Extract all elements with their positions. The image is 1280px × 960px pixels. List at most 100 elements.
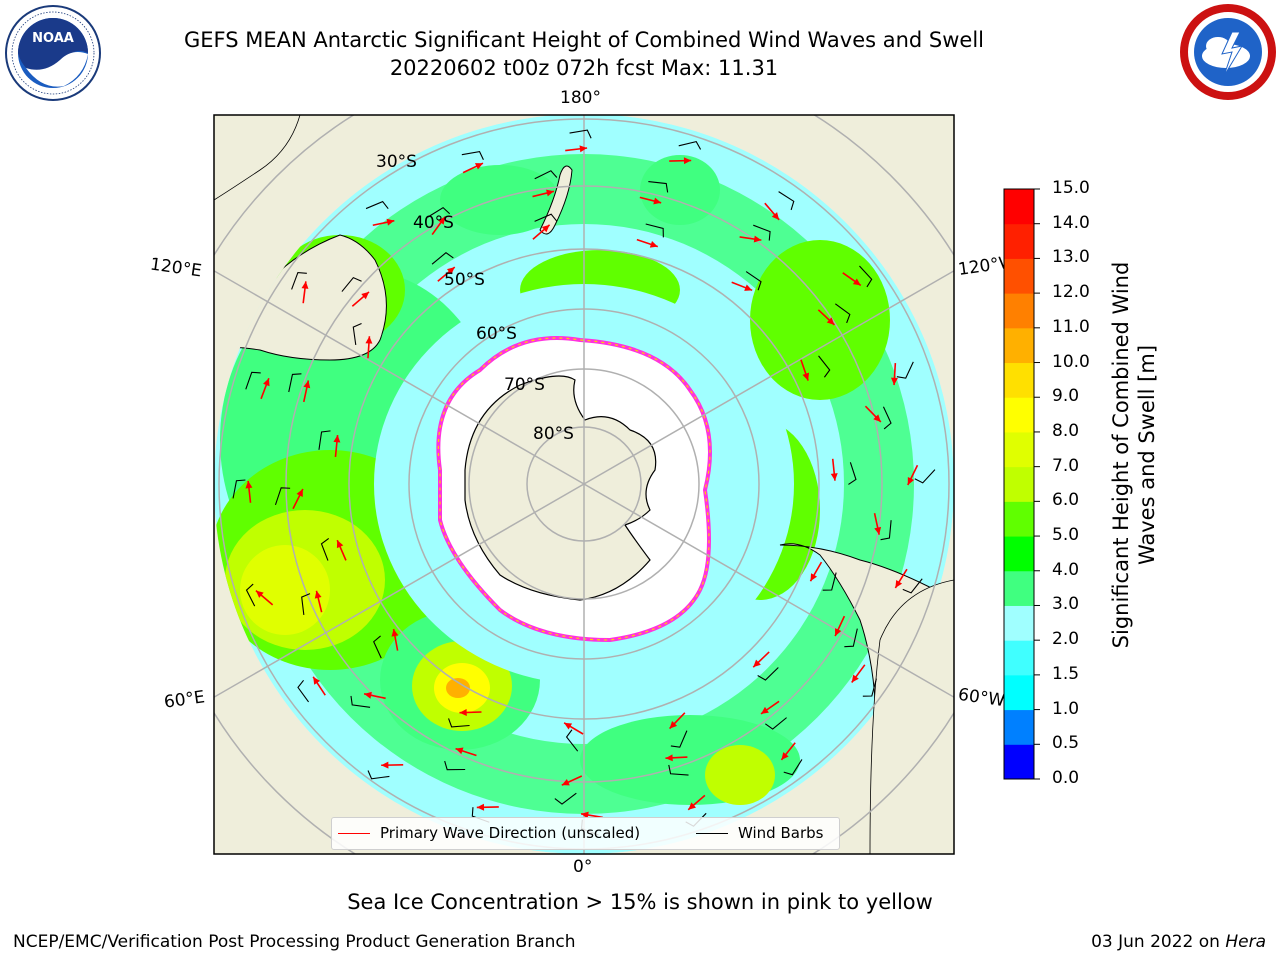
colorbar-segment [1004, 327, 1034, 364]
wind-barb [288, 373, 302, 393]
nws-logo [1180, 4, 1276, 100]
wind-barb [352, 323, 362, 346]
legend-wave-label: Primary Wave Direction (unscaled) [380, 824, 641, 842]
wave-arrow-head [391, 628, 399, 637]
wave-arrow-head [386, 218, 395, 226]
wind-barb [902, 578, 923, 594]
wind-barb [859, 265, 873, 288]
wave-arrow-head [303, 380, 311, 389]
footer-host: Hera [1225, 932, 1266, 952]
wind-barb [350, 695, 371, 708]
colorbar-segment [1004, 223, 1034, 259]
wind-barb [232, 479, 246, 499]
wave-arrow-head [852, 278, 861, 286]
wind-barb [753, 224, 771, 241]
wave-arrow-head [781, 752, 789, 760]
wind-barb [818, 355, 831, 378]
wave-arrow-head [669, 720, 678, 729]
wave-arrow-head [826, 317, 835, 325]
legend-item-wave: Primary Wave Direction (unscaled) [338, 824, 640, 842]
colorbar-segment [1004, 674, 1034, 711]
colorbar-frame [1003, 188, 1035, 780]
wave-arrow-head [688, 802, 696, 810]
wave-direction-arrows [245, 145, 919, 819]
footer-organization: NCEP/EMC/Verification Post Processing Pr… [13, 932, 576, 952]
wave-arrow-head [336, 540, 344, 549]
lat-label-60s: 60°S [476, 324, 517, 344]
wave-arrow-head [314, 590, 322, 599]
colorbar-tick-label: 1.5 [1052, 663, 1080, 684]
wave-arrow-head [579, 145, 588, 153]
colorbar-segment [1004, 640, 1034, 676]
lat-label-40s: 40°S [413, 213, 454, 233]
colorbar-segment [1004, 293, 1034, 329]
wave-arrow-head [581, 811, 589, 819]
wave-arrow-head [564, 722, 573, 730]
wave-arrow-head [255, 590, 264, 598]
lat-label-80s: 80°S [533, 424, 574, 444]
wave-arrow-head [851, 674, 859, 683]
wave-arrow-head [649, 241, 658, 248]
wave-arrow-head [446, 267, 455, 275]
wave-arrow-head [245, 480, 253, 489]
wind-barb [365, 200, 389, 210]
colorbar-tick-label: 0.5 [1052, 733, 1080, 754]
wave-arrow-head [744, 284, 753, 291]
wind-barb [670, 730, 688, 748]
lon-label-180: 180° [560, 88, 601, 108]
wind-barb [444, 760, 466, 771]
wave-arrow-head [474, 163, 483, 170]
wave-arrow-head [364, 691, 372, 699]
wind-barb [678, 140, 702, 150]
wave-arrow-head [365, 336, 373, 344]
wave-arrow-head [301, 281, 309, 289]
wind-barb [648, 180, 669, 193]
noaa-logo: NOAA [5, 5, 101, 101]
footer-date-text: 03 Jun 2022 on [1091, 932, 1226, 952]
wave-arrow-head [835, 628, 842, 637]
legend-wave-line [338, 832, 370, 834]
lon-label-0: 0° [573, 857, 593, 877]
wind-barb [844, 628, 858, 648]
wind-barb [301, 593, 311, 615]
wave-arrow-head [890, 377, 898, 386]
wind-barb [565, 729, 579, 752]
wave-arrow-head [830, 473, 838, 481]
lat-label-50s: 50°S [444, 270, 485, 290]
wind-barb [880, 520, 892, 541]
legend-wind-line [696, 832, 728, 834]
colorbar-segment [1004, 362, 1034, 398]
wind-barbs [232, 129, 936, 836]
colorbar-tick-label: 13.0 [1052, 247, 1090, 268]
lat-label-70s: 70°S [504, 375, 545, 395]
wind-barb [291, 271, 307, 290]
colorbar [1003, 188, 1040, 780]
wave-arrow-head [653, 197, 662, 205]
wind-barb [896, 361, 914, 379]
wave-arrow-head [761, 706, 769, 714]
wave-arrow-head [438, 216, 446, 225]
colorbar-segment [1004, 189, 1034, 225]
legend-item-wind: Wind Barbs [696, 824, 823, 842]
colorbar-segment [1004, 709, 1034, 745]
wind-barb [862, 678, 877, 697]
wind-barb [320, 537, 330, 561]
wave-arrow-head [361, 291, 370, 300]
colorbar-segment [1004, 501, 1034, 537]
wind-barb [882, 406, 892, 430]
title-line-1: GEFS MEAN Antarctic Significant Height o… [183, 28, 985, 52]
wave-arrow-head [541, 224, 550, 233]
colorbar-segment [1004, 258, 1034, 294]
colorbar-segment [1004, 397, 1034, 433]
wind-barb [783, 759, 803, 776]
wind-barb [835, 303, 851, 324]
wave-arrow-head [753, 659, 761, 668]
map-frame [213, 114, 955, 855]
title-line-2: 20220602 t00z 072h fcst Max: 11.31 [389, 56, 779, 80]
wind-barb [745, 271, 762, 291]
wind-barb [274, 487, 291, 506]
colorbar-segment [1004, 570, 1034, 606]
wind-barb [448, 718, 470, 728]
wave-arrow-head [459, 709, 467, 716]
